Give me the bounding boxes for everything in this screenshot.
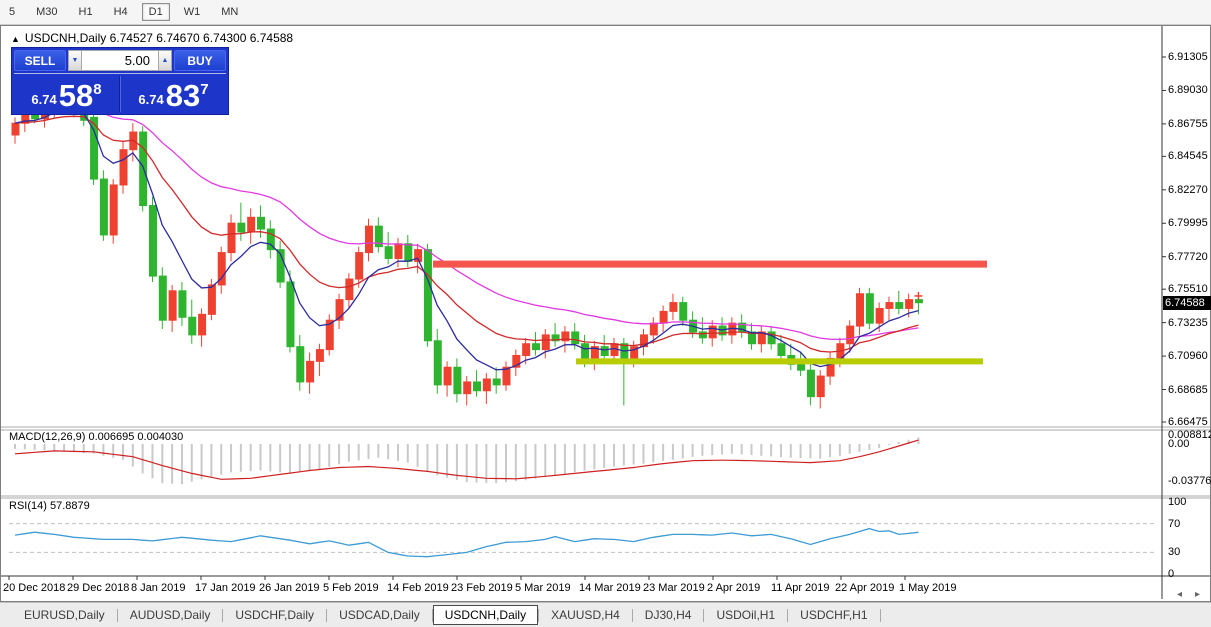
volume-increase-button[interactable]: ▲ bbox=[158, 50, 172, 71]
macd-axis-label: 0.00 bbox=[1168, 438, 1190, 450]
macd-axis-label: 0.008812 bbox=[1168, 429, 1211, 442]
tab-separator bbox=[431, 608, 433, 622]
tab-separator bbox=[631, 608, 633, 622]
macd-signal-line bbox=[14, 439, 919, 480]
buy-price-prefix: 6.74 bbox=[138, 92, 164, 107]
rsi-axis-label: 30 bbox=[1168, 546, 1181, 559]
price-axis-label: 6.89030 bbox=[1168, 84, 1208, 97]
timeframe-button-D1[interactable]: D1 bbox=[141, 3, 170, 21]
tab-separator bbox=[538, 608, 540, 622]
timeframe-button-MN[interactable]: MN bbox=[214, 3, 245, 21]
date-label: 14 Feb 2019 bbox=[387, 582, 449, 594]
tab-XAUUSD-H4[interactable]: XAUUSD,H4 bbox=[551, 608, 620, 622]
collapse-icon[interactable]: ▲ bbox=[11, 34, 20, 44]
rsi-axis-label: 100 bbox=[1168, 496, 1187, 508]
tab-USDCNH-Daily[interactable]: USDCNH,Daily bbox=[432, 605, 539, 625]
date-label: 1 May 2019 bbox=[899, 582, 957, 594]
rsi-axis-label: 70 bbox=[1168, 517, 1181, 530]
rsi-axis-label: 0 bbox=[1168, 568, 1175, 580]
timeframe-button-H4[interactable]: H4 bbox=[107, 3, 135, 21]
tab-separator bbox=[326, 608, 328, 622]
price-axis-label: 6.70960 bbox=[1168, 350, 1208, 363]
date-label: 20 Dec 2018 bbox=[3, 582, 66, 594]
symbol-tab-bar: EURUSD,Daily AUDUSD,Daily USDCHF,Daily USDC… bbox=[0, 602, 1211, 627]
price-axis-label: 6.79995 bbox=[1168, 217, 1208, 230]
timeframe-button-W1[interactable]: W1 bbox=[177, 3, 208, 21]
sell-price-prefix: 6.74 bbox=[31, 92, 57, 107]
date-label: 29 Dec 2018 bbox=[67, 582, 130, 594]
buy-price-sup: 7 bbox=[200, 81, 209, 98]
timeframe-button-M30[interactable]: M30 bbox=[29, 3, 64, 21]
sell-button[interactable]: SELL bbox=[14, 50, 66, 71]
date-label: 17 Jan 2019 bbox=[195, 582, 256, 594]
price-axis-label: 6.77720 bbox=[1168, 250, 1208, 263]
ma-fast-line bbox=[14, 109, 919, 371]
candles-layer bbox=[11, 89, 923, 409]
price-axis-label: 6.68685 bbox=[1168, 383, 1208, 396]
buy-price-big: 83 bbox=[165, 78, 201, 113]
date-label: 2 Apr 2019 bbox=[707, 582, 761, 594]
scroll-right-icon[interactable]: ▸ bbox=[1195, 589, 1201, 600]
chart-title: ▲ USDCNH,Daily 6.74527 6.74670 6.74300 6.… bbox=[11, 31, 293, 45]
timeframe-button-5[interactable]: 5 bbox=[2, 3, 22, 21]
price-axis-label: 6.91305 bbox=[1168, 51, 1208, 63]
rsi-line bbox=[14, 527, 919, 558]
price-axis-label: 6.84545 bbox=[1168, 150, 1208, 163]
scroll-left-icon[interactable]: ◂ bbox=[1177, 589, 1183, 600]
date-label: 5 Mar 2019 bbox=[515, 582, 571, 594]
macd-axis-label: -0.037765 bbox=[1168, 475, 1211, 487]
chart-canvas[interactable] bbox=[1, 26, 1210, 601]
price-axis-label: 6.73235 bbox=[1168, 316, 1208, 329]
resistance-line bbox=[433, 260, 987, 268]
support-line bbox=[576, 358, 983, 365]
sell-price-sup: 8 bbox=[93, 81, 102, 98]
price-axis-label: 6.82270 bbox=[1168, 183, 1208, 196]
macd-histogram bbox=[14, 437, 920, 485]
tab-EURUSD-Daily[interactable]: EURUSD,Daily bbox=[24, 608, 105, 622]
macd-label: MACD(12,26,9) 0.006695 0.004030 bbox=[9, 431, 184, 443]
buy-price[interactable]: 6.74 83 7 bbox=[120, 76, 226, 112]
date-label: 23 Feb 2019 bbox=[451, 582, 513, 594]
price-axis-label: 6.75510 bbox=[1168, 283, 1208, 296]
timeframe-button-H1[interactable]: H1 bbox=[72, 3, 100, 21]
volume-spinner: ▼ ▲ bbox=[68, 50, 172, 71]
tab-USDCHF-H1[interactable]: USDCHF,H1 bbox=[800, 608, 868, 622]
buy-button[interactable]: BUY bbox=[174, 50, 226, 71]
tab-separator bbox=[787, 608, 789, 622]
ma-slow-line bbox=[14, 97, 919, 341]
timeframe-toolbar: 5 M30 H1 H4 D1 W1 MN bbox=[0, 0, 1211, 25]
volume-input[interactable] bbox=[82, 50, 158, 71]
tab-DJ30-H4[interactable]: DJ30,H4 bbox=[644, 608, 692, 622]
tab-separator bbox=[879, 608, 881, 622]
current-price-tag: 6.74588 bbox=[1163, 295, 1211, 310]
date-label: 22 Apr 2019 bbox=[835, 582, 895, 594]
date-label: 5 Feb 2019 bbox=[323, 582, 379, 594]
chart-title-text: USDCNH,Daily 6.74527 6.74670 6.74300 6.7… bbox=[24, 31, 294, 45]
tab-separator bbox=[222, 608, 224, 622]
tab-separator bbox=[116, 608, 118, 622]
sell-price[interactable]: 6.74 58 8 bbox=[14, 76, 120, 112]
price-axis-label: 6.86755 bbox=[1168, 117, 1208, 130]
date-label: 8 Jan 2019 bbox=[131, 582, 186, 594]
chart-window: ▲ USDCNH,Daily 6.74527 6.74670 6.74300 6.… bbox=[0, 25, 1211, 602]
sell-price-big: 58 bbox=[58, 78, 94, 113]
price-axis-label: 6.66475 bbox=[1168, 416, 1208, 428]
date-label: 23 Mar 2019 bbox=[643, 582, 705, 594]
date-label: 26 Jan 2019 bbox=[259, 582, 320, 594]
tab-USDCAD-Daily[interactable]: USDCAD,Daily bbox=[339, 608, 420, 622]
volume-decrease-button[interactable]: ▼ bbox=[68, 50, 82, 71]
tab-separator bbox=[703, 608, 705, 622]
date-label: 14 Mar 2019 bbox=[579, 582, 641, 594]
tab-AUDUSD-Daily[interactable]: AUDUSD,Daily bbox=[129, 608, 211, 622]
tab-USDOil-H1[interactable]: USDOil,H1 bbox=[716, 608, 776, 622]
rsi-label: RSI(14) 57.8879 bbox=[9, 500, 90, 512]
tab-USDCHF-Daily[interactable]: USDCHF,Daily bbox=[235, 608, 315, 622]
date-label: 11 Apr 2019 bbox=[771, 582, 830, 594]
